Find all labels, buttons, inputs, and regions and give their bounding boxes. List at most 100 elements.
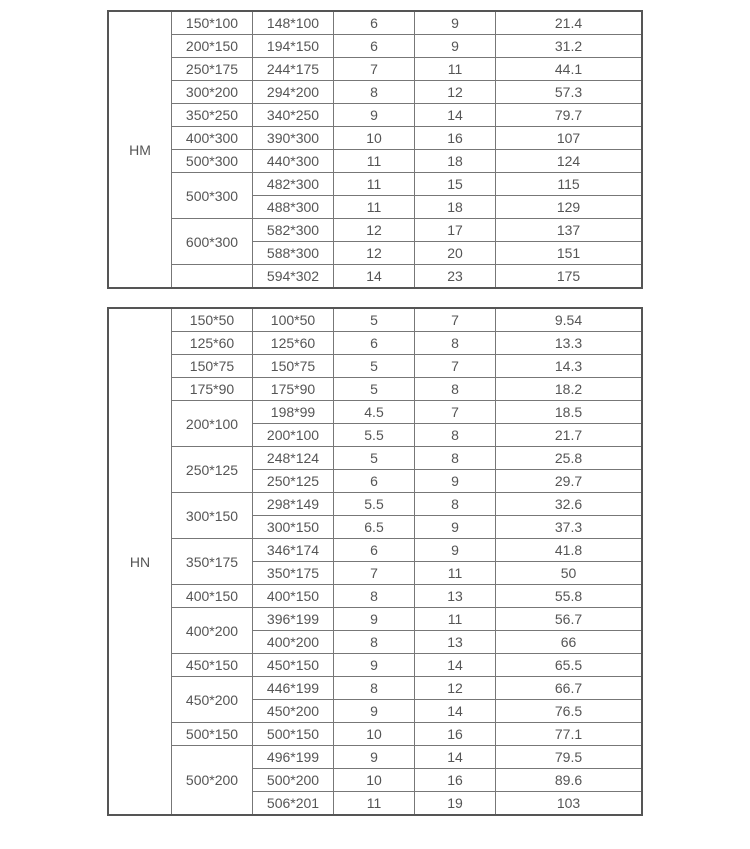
table-row: 250*175244*17571144.1 [108,58,642,81]
cell-c: 5.5 [334,424,415,447]
cell-d: 7 [415,355,496,378]
cell-e: 129 [496,196,643,219]
table-row: 200*100198*994.5718.5 [108,401,642,424]
type-label: HN [108,308,172,815]
cell-d: 8 [415,424,496,447]
cell-a: 250*175 [172,58,253,81]
cell-c: 6 [334,35,415,58]
cell-b: 350*175 [253,562,334,585]
cell-e: 66 [496,631,643,654]
cell-b: 390*300 [253,127,334,150]
cell-c: 9 [334,654,415,677]
cell-b: 200*100 [253,424,334,447]
cell-c: 6 [334,332,415,355]
cell-a: 400*150 [172,585,253,608]
cell-b: 400*200 [253,631,334,654]
cell-c: 11 [334,150,415,173]
cell-a: 150*100 [172,11,253,35]
cell-a: 300*200 [172,81,253,104]
cell-b: 294*200 [253,81,334,104]
cell-d: 17 [415,219,496,242]
cell-d: 14 [415,746,496,769]
cell-b: 594*302 [253,265,334,289]
cell-c: 5 [334,355,415,378]
cell-e: 18.5 [496,401,643,424]
cell-b: 440*300 [253,150,334,173]
cell-c: 10 [334,723,415,746]
table-row: 350*175346*1746941.8 [108,539,642,562]
cell-c: 7 [334,58,415,81]
cell-b: 298*149 [253,493,334,516]
cell-e: 37.3 [496,516,643,539]
table-row: 450*200446*19981266.7 [108,677,642,700]
cell-c: 9 [334,746,415,769]
cell-c: 6 [334,11,415,35]
cell-a: 175*90 [172,378,253,401]
cell-d: 7 [415,401,496,424]
table-row: 500*150500*150101677.1 [108,723,642,746]
cell-d: 8 [415,447,496,470]
cell-e: 76.5 [496,700,643,723]
table-row: 200*150194*1506931.2 [108,35,642,58]
cell-e: 31.2 [496,35,643,58]
cell-b: 506*201 [253,792,334,816]
cell-e: 29.7 [496,470,643,493]
cell-d: 11 [415,562,496,585]
cell-e: 21.4 [496,11,643,35]
cell-d: 8 [415,493,496,516]
cell-b: 488*300 [253,196,334,219]
cell-d: 14 [415,700,496,723]
cell-b: 175*90 [253,378,334,401]
cell-a-blank [172,265,253,289]
table-row: HN150*50100*50579.54 [108,308,642,332]
table-row: 350*250340*25091479.7 [108,104,642,127]
cell-e: 13.3 [496,332,643,355]
cell-d: 11 [415,608,496,631]
cell-d: 18 [415,196,496,219]
table-row: 150*75150*755714.3 [108,355,642,378]
table-row: 400*150400*15081355.8 [108,585,642,608]
cell-e: 55.8 [496,585,643,608]
cell-b: 198*99 [253,401,334,424]
cell-d: 23 [415,265,496,289]
cell-c: 6 [334,470,415,493]
cell-c: 14 [334,265,415,289]
cell-b: 194*150 [253,35,334,58]
cell-e: 124 [496,150,643,173]
cell-a: 350*175 [172,539,253,585]
table-row: 250*125248*1245825.8 [108,447,642,470]
cell-b: 588*300 [253,242,334,265]
cell-d: 9 [415,539,496,562]
cell-a: 125*60 [172,332,253,355]
cell-e: 79.7 [496,104,643,127]
cell-d: 8 [415,378,496,401]
cell-a: 400*300 [172,127,253,150]
cell-e: 115 [496,173,643,196]
cell-d: 13 [415,585,496,608]
table-row: 300*150298*1495.5832.6 [108,493,642,516]
cell-e: 25.8 [496,447,643,470]
table-row: 594*3021423175 [108,265,642,289]
cell-d: 16 [415,769,496,792]
cell-e: 41.8 [496,539,643,562]
table-row: HM150*100148*1006921.4 [108,11,642,35]
cell-e: 107 [496,127,643,150]
cell-c: 6 [334,539,415,562]
cell-c: 9 [334,700,415,723]
table-row: 600*300582*3001217137 [108,219,642,242]
cell-a: 200*150 [172,35,253,58]
cell-e: 79.5 [496,746,643,769]
cell-b: 450*200 [253,700,334,723]
cell-c: 12 [334,242,415,265]
cell-b: 482*300 [253,173,334,196]
cell-b: 340*250 [253,104,334,127]
cell-c: 6.5 [334,516,415,539]
cell-e: 9.54 [496,308,643,332]
cell-e: 103 [496,792,643,816]
cell-b: 500*150 [253,723,334,746]
cell-d: 9 [415,35,496,58]
table-row: 450*150450*15091465.5 [108,654,642,677]
table-row: 400*300390*3001016107 [108,127,642,150]
cell-c: 5 [334,308,415,332]
cell-e: 65.5 [496,654,643,677]
